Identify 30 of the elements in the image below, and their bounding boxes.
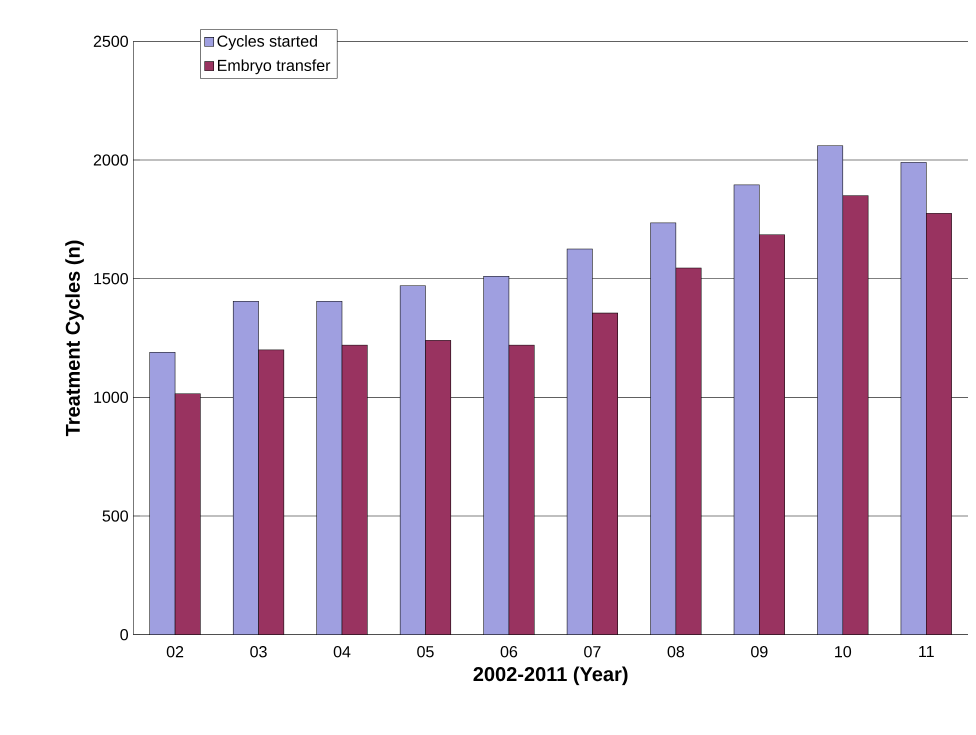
y-tick-label: 1000 [94, 392, 128, 404]
x-tick-label: 02 [166, 646, 184, 658]
y-axis-title: Treatment Cycles (n) [65, 240, 84, 436]
y-tick-label: 500 [102, 510, 128, 522]
legend-label: Embryo transfer [218, 59, 330, 74]
bar [508, 345, 535, 635]
bar [174, 394, 201, 635]
legend-label: Cycles started [217, 35, 317, 50]
bar [759, 234, 785, 635]
bar [342, 345, 368, 635]
y-tick-label: 2000 [94, 154, 128, 166]
y-tick-label: 2500 [94, 36, 128, 48]
y-tick-label: 0 [120, 629, 128, 640]
x-axis-title: 2002-2011 (Year) [474, 666, 628, 686]
bar [258, 350, 284, 635]
y-tick-label: 1500 [94, 273, 128, 284]
bar [592, 312, 618, 635]
x-tick-label: 08 [668, 646, 684, 658]
x-tick-label: 03 [250, 646, 267, 658]
bar [425, 340, 452, 635]
x-tick-label: 06 [500, 646, 518, 658]
bar [926, 213, 952, 635]
x-tick-label: 09 [751, 646, 768, 658]
bar [842, 195, 868, 635]
x-tick-label: 07 [584, 646, 600, 658]
x-tick-label: 04 [334, 646, 350, 658]
x-tick-label: 05 [417, 646, 434, 658]
x-tick-label: 11 [919, 646, 934, 658]
x-tick-label: 10 [835, 646, 852, 658]
bar [676, 268, 702, 635]
